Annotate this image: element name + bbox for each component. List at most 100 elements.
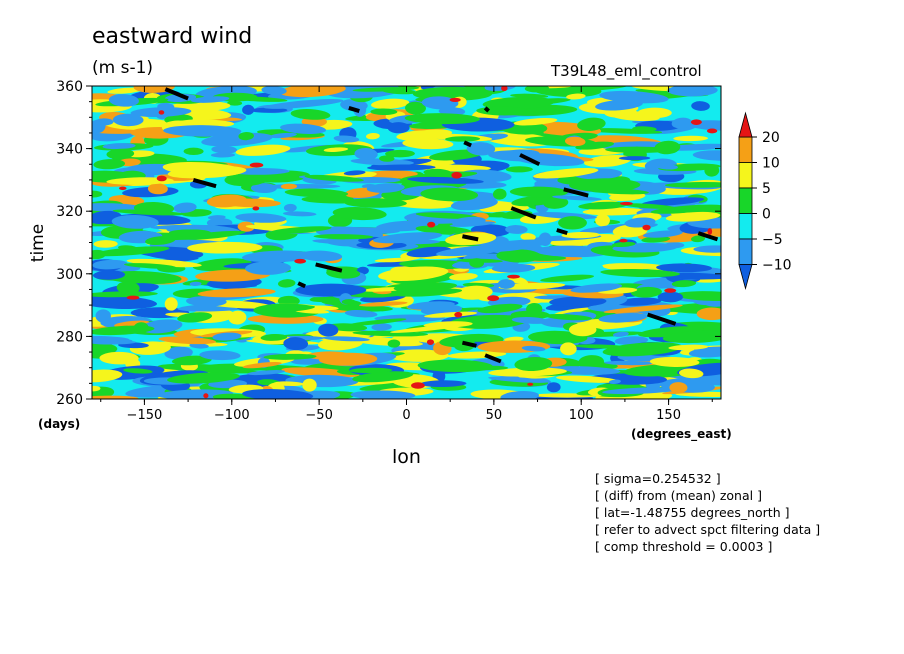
field-patch — [402, 138, 454, 150]
field-patch — [455, 285, 493, 300]
field-patch — [451, 171, 462, 179]
field-patch — [350, 390, 416, 399]
field-patch — [92, 295, 157, 309]
black-segments — [164, 87, 719, 364]
field-patch — [688, 120, 721, 131]
field-patch — [657, 291, 683, 303]
field-patch — [92, 190, 103, 198]
field-patch — [177, 312, 213, 323]
field-patch — [280, 183, 298, 190]
field-patch — [507, 274, 520, 279]
field-patch — [283, 337, 309, 351]
field-patch — [370, 108, 398, 116]
field-patch — [281, 367, 360, 378]
field-patch — [662, 330, 721, 344]
field-patch — [664, 288, 677, 293]
field-patch — [608, 379, 621, 384]
field-patch — [642, 230, 683, 238]
field-patch — [92, 259, 128, 270]
black-segment — [563, 187, 589, 198]
field-patch — [570, 283, 623, 293]
field-patch — [675, 391, 721, 397]
field-patch — [92, 270, 126, 280]
field-patch — [496, 249, 541, 263]
field-patch — [92, 340, 137, 345]
field-patch — [665, 211, 721, 222]
field-patch — [623, 364, 695, 377]
chart-units: (m s-1) — [92, 58, 154, 78]
field-patch — [476, 106, 529, 116]
y-tick-label: 300 — [56, 267, 83, 283]
field-patch — [421, 96, 459, 110]
colorbar: 20 10 5 0 −5 −10 — [738, 111, 792, 291]
field-patch — [491, 263, 536, 273]
field-patch — [93, 159, 126, 170]
field-patch — [385, 149, 415, 158]
field-patch — [706, 128, 718, 134]
field-patch — [614, 348, 671, 356]
field-patch — [318, 323, 339, 337]
field-patch — [687, 375, 721, 386]
field-patch — [207, 215, 226, 220]
colorbar-band — [738, 187, 753, 214]
field-patch — [365, 132, 380, 140]
field-patch — [93, 246, 170, 257]
field-patch — [501, 86, 508, 92]
field-patch — [649, 356, 700, 367]
field-patch — [174, 230, 246, 241]
field-patch — [173, 202, 197, 213]
colorbar-label: 20 — [762, 130, 780, 146]
note-line: [ refer to advect spct filtering data ] — [595, 522, 821, 537]
black-segment — [192, 177, 217, 189]
field-patch — [235, 213, 287, 223]
field-patch — [449, 273, 478, 281]
field-patch — [167, 165, 247, 179]
field-patch — [313, 234, 374, 240]
field-patch — [577, 117, 606, 131]
field-patch — [332, 206, 387, 221]
field-patch — [509, 186, 568, 198]
black-segment — [164, 87, 189, 101]
field-patch — [612, 224, 648, 238]
field-patch — [242, 362, 282, 369]
field-patch — [119, 186, 127, 191]
field-patch — [691, 101, 710, 111]
field-patch — [641, 197, 705, 206]
field-patch — [242, 389, 314, 399]
note-line: [ sigma=0.254532 ] — [595, 471, 721, 486]
field-patch — [667, 86, 718, 97]
field-patch — [569, 178, 641, 192]
field-patch — [552, 195, 602, 201]
field-patch — [381, 88, 417, 95]
field-patch — [171, 355, 212, 366]
field-patch — [374, 257, 415, 263]
field-patch — [269, 226, 332, 234]
field-patch — [107, 87, 143, 94]
field-patch — [450, 197, 498, 211]
field-patch — [696, 307, 721, 321]
y-tick-label: 260 — [56, 392, 83, 408]
field-patch — [393, 288, 463, 297]
black-segment — [697, 231, 719, 242]
field-patch — [387, 122, 410, 134]
field-patch — [302, 378, 317, 392]
field-patch — [524, 86, 550, 93]
field-patch — [373, 232, 443, 244]
note-line: [ comp threshold = 0.0003 ] — [595, 539, 773, 554]
field-patch — [604, 360, 653, 366]
field-patch — [669, 382, 688, 394]
field-patch — [333, 135, 360, 143]
field-patch — [304, 174, 364, 182]
field-patch — [469, 239, 549, 253]
wind-field — [92, 86, 721, 399]
field-patch — [688, 346, 721, 358]
field-patch — [206, 194, 247, 208]
field-patch — [341, 299, 356, 305]
field-patch — [510, 93, 549, 99]
field-patch — [279, 86, 346, 98]
field-patch — [466, 142, 496, 156]
field-patch — [112, 113, 144, 127]
field-patch — [618, 156, 651, 161]
field-patch — [487, 295, 500, 302]
x-tick-label: 100 — [569, 408, 594, 423]
